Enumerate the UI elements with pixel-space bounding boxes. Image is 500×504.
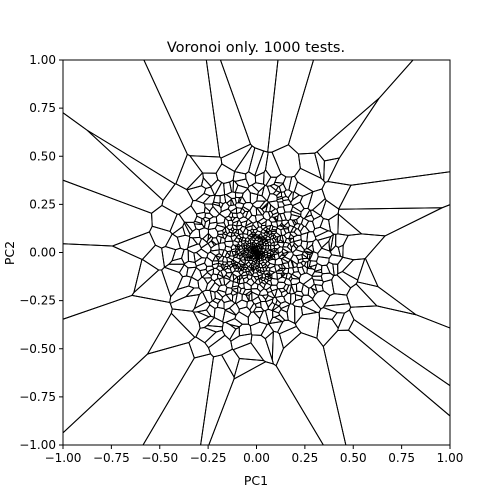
x-tick-label: 1.00 [437,451,464,465]
x-tick-label: −1.00 [45,451,82,465]
x-tick-label: 0.50 [340,451,367,465]
x-tick-label: −0.75 [93,451,130,465]
y-tick-label: 0.75 [29,101,56,115]
voronoi-cell [268,257,270,261]
x-tick-label: 0.75 [388,451,415,465]
voronoi-cell [258,253,259,254]
y-tick-label: −1.00 [19,438,56,452]
chart-title: Voronoi only. 1000 tests. [167,40,345,56]
y-tick-label: 0.25 [29,197,56,211]
voronoi-cell [251,247,252,248]
y-tick-label: 0.50 [29,149,56,163]
voronoi-cell [253,252,254,253]
voronoi-cell [254,247,255,248]
x-tick-label: −0.50 [141,451,178,465]
voronoi-cell [256,245,258,247]
x-axis-label: PC1 [244,473,268,488]
y-tick-label: −0.25 [19,294,56,308]
y-tick-label: 1.00 [29,53,56,67]
y-axis-label: PC2 [2,241,17,265]
voronoi-cell [254,250,255,251]
x-tick-label: 0.00 [243,451,270,465]
y-tick-label: −0.50 [19,342,56,356]
voronoi-cell [256,257,257,259]
y-tick-label: 0.00 [29,246,56,260]
voronoi-cell [258,252,259,253]
y-tick-label: −0.75 [19,390,56,404]
x-tick-label: −0.25 [190,451,227,465]
x-tick-label: 0.25 [292,451,319,465]
